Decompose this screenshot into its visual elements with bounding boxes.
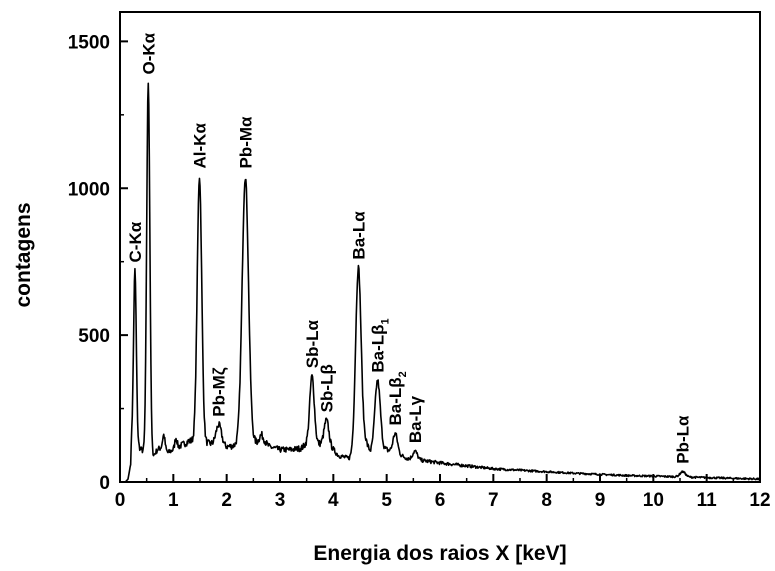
peak-label: Sb-Lβ (317, 364, 336, 412)
y-tick-label: 0 (99, 473, 110, 494)
x-tick-label: 4 (328, 490, 339, 511)
x-tick-label: 6 (435, 490, 446, 511)
peak-label: Pb-Mα (236, 116, 255, 169)
peak-label: Ba-Lα (349, 211, 368, 260)
x-axis-title: Energia dos raios X [keV] (313, 542, 566, 565)
x-tick-label: 12 (749, 490, 770, 511)
peak-label: Ba-Lγ (406, 395, 425, 443)
peak-label: Sb-Lα (303, 319, 322, 368)
y-axis-title: contagens (12, 202, 35, 307)
x-tick-label: 2 (221, 490, 232, 511)
y-tick-label: 1000 (68, 179, 110, 200)
peak-label: Al-Kα (190, 123, 209, 169)
x-tick-label: 5 (381, 490, 392, 511)
peak-label: C-Kα (126, 221, 145, 262)
y-tick-label: 1500 (68, 32, 110, 53)
peak-label: Ba-Lβ1 (369, 318, 392, 372)
y-axis: 0 500 1000 1500 (68, 32, 128, 494)
y-tick-label: 500 (78, 326, 110, 347)
x-axis: 0 1 2 3 4 5 6 7 8 9 10 11 12 (115, 474, 771, 511)
x-tick-label: 1 (168, 490, 179, 511)
peak-label: Pb-Lα (674, 415, 693, 464)
x-tick-label: 7 (488, 490, 499, 511)
x-tick-label: 10 (643, 490, 664, 511)
spectrum-line (124, 82, 761, 483)
peak-label: Ba-Lβ2 (386, 371, 409, 425)
x-tick-label: 3 (275, 490, 286, 511)
x-tick-label: 0 (115, 490, 126, 511)
peak-label: Pb-Mζ (210, 367, 229, 417)
x-tick-label: 9 (595, 490, 606, 511)
x-tick-label: 11 (697, 490, 718, 511)
x-tick-label: 8 (541, 490, 552, 511)
peak-label: O-Kα (139, 32, 158, 74)
